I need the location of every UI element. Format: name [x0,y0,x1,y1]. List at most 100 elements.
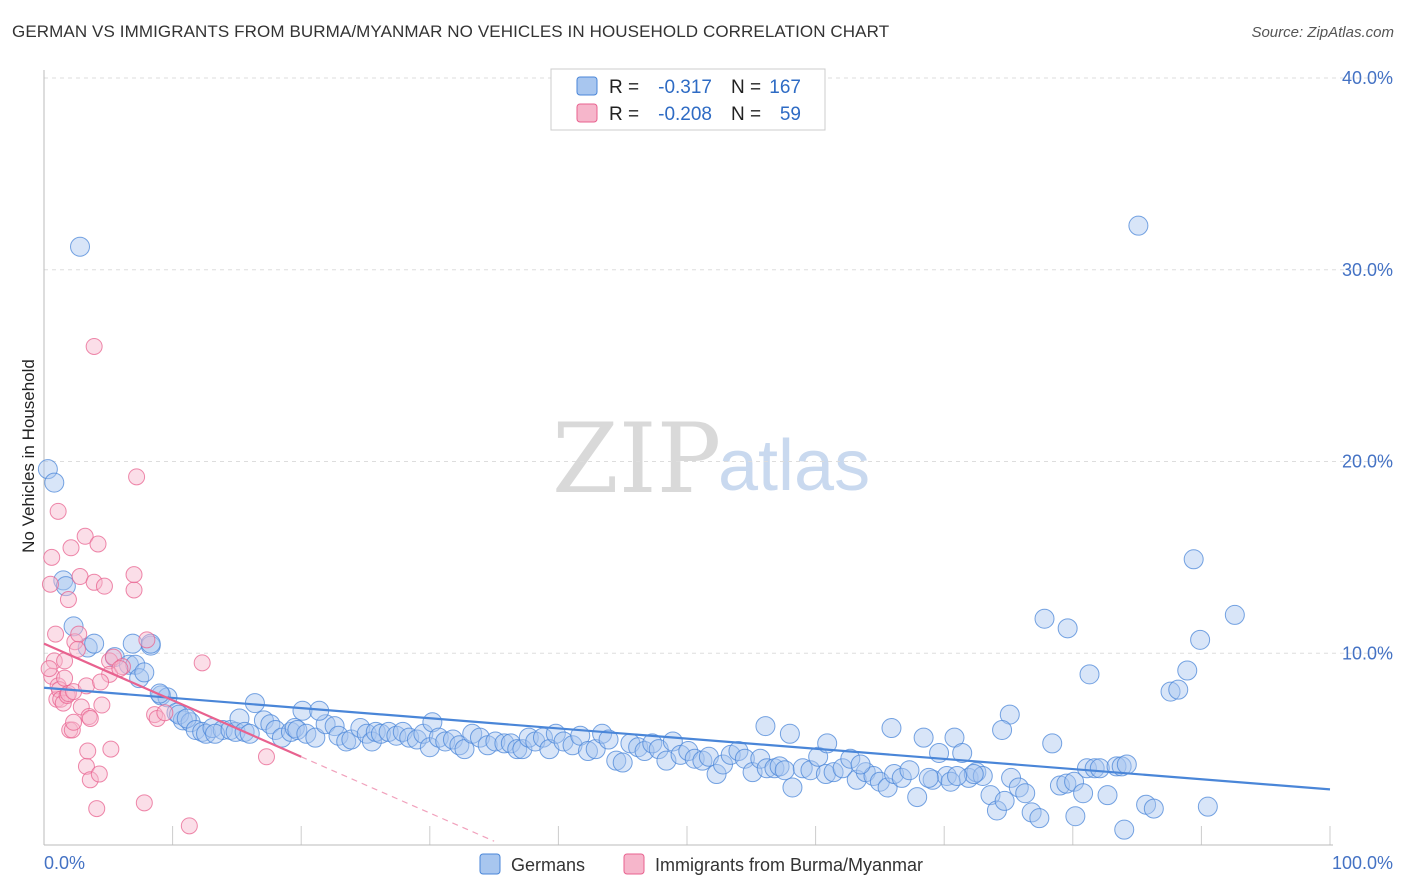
germans-point-114 [774,760,795,781]
burma-point-45 [125,566,143,584]
germans-point-127 [877,777,898,798]
burma-point-34 [85,573,103,591]
y-tick-label-1: 20.0% [1342,452,1393,472]
burma-point-36 [89,535,107,553]
germans-point-168 [1114,819,1135,840]
germans-point-58 [386,725,407,746]
germans-point-161 [1160,681,1181,702]
burma-point-54 [257,748,275,766]
y-tick-labels: 10.0% 20.0% 30.0% 40.0% [1342,68,1393,663]
germans-point-13 [140,633,161,654]
germans-point-183 [947,765,968,786]
germans-point-89 [598,729,619,750]
series-burma [40,337,275,835]
burma-point-27 [77,757,95,775]
germans-point-11 [122,633,143,654]
germans-point-143 [994,790,1015,811]
burma-point-37 [90,765,108,783]
germans-point-116 [792,758,813,779]
germans-point-100 [678,741,699,762]
germans-point-149 [1042,733,1063,754]
germans-point-74 [494,733,515,754]
watermark-atlas: atlas [718,426,870,506]
burma-point-44 [125,581,143,599]
germans-point-160 [1143,798,1164,819]
germans-point-78 [518,727,539,748]
germans-point-172 [1079,664,1100,685]
germans-point-95 [642,733,663,754]
germans-point-71 [469,727,490,748]
legend-n-label-burma: N = [731,104,761,125]
axes [43,70,1333,846]
germans-point-52 [350,718,371,739]
germans-point-167 [1224,604,1245,625]
burma-point-5 [47,625,65,643]
germans-point-56 [370,723,391,744]
x-tick-label-max: 100.0% [1332,853,1393,873]
burma-point-31 [81,771,99,789]
germans-point-166 [1197,796,1218,817]
germans-point-158 [1116,754,1137,775]
germans-point-169 [1065,806,1086,827]
legend-n-label-germans: N = [731,77,761,98]
germans-point-110 [750,748,771,769]
germans-point-45 [305,727,326,748]
trend-lines [43,642,1331,842]
germans-point-61 [406,729,427,750]
germans-point-151 [1056,773,1077,794]
trend-line-burma-extension [300,756,495,842]
legend-r-label-burma: R = [609,104,639,125]
germans-point-155 [1089,758,1110,779]
legend-r-value-germans: -0.317 [658,77,712,98]
germans-point-145 [1008,777,1029,798]
germans-point-91 [612,752,633,773]
germans-point-115 [782,777,803,798]
germans-point-180 [881,718,902,739]
germans-point-135 [936,765,957,786]
bottom-legend-label-germans: Germans [511,855,585,875]
germans-point-179 [850,754,871,775]
germans-point-184 [1128,215,1149,236]
watermark: ZIP atlas [552,403,870,515]
germans-point-137 [952,742,973,763]
germans-point-7 [84,633,105,654]
germans-point-0 [37,459,58,480]
germans-point-131 [907,787,928,808]
y-axis-label: No Vehicles in Household [19,359,38,553]
burma-point-20 [65,713,83,731]
germans-point-77 [512,739,533,760]
burma-point-18 [62,539,80,557]
germans-point-186 [1073,783,1094,804]
germans-point-132 [913,727,934,748]
germans-point-43 [292,700,313,721]
series-germans [37,215,1245,840]
burma-point-48 [138,631,156,649]
germans-point-5 [63,616,84,637]
germans-point-178 [817,733,838,754]
burma-point-4 [40,660,58,678]
series-legend: Germans Immigrants from Burma/Myanmar [479,853,923,875]
germans-point-122 [840,748,861,769]
germans-point-15 [134,662,155,683]
burma-point-33 [85,337,103,355]
germans-point-130 [899,760,920,781]
germans-point-165 [1190,629,1211,650]
germans-point-182 [940,771,961,792]
germans-point-170 [1034,608,1055,629]
germans-point-163 [1177,660,1198,681]
y-tick-label-0: 10.0% [1342,643,1393,663]
stats-legend: R = -0.317 N = 167 R = -0.208 N = 59 [550,68,826,131]
germans-point-32 [229,708,250,729]
burma-point-0 [41,575,59,593]
germans-point-164 [1183,549,1204,570]
source-label: Source: ZipAtlas.com [1251,24,1394,41]
germans-point-125 [863,765,884,786]
burma-point-26 [76,527,94,545]
legend-n-value-germans: 167 [769,77,801,98]
germans-point-176 [755,716,776,737]
germans-point-2 [70,236,91,257]
germans-point-177 [779,723,800,744]
legend-swatch-burma [576,103,598,123]
burma-point-32 [81,709,99,727]
